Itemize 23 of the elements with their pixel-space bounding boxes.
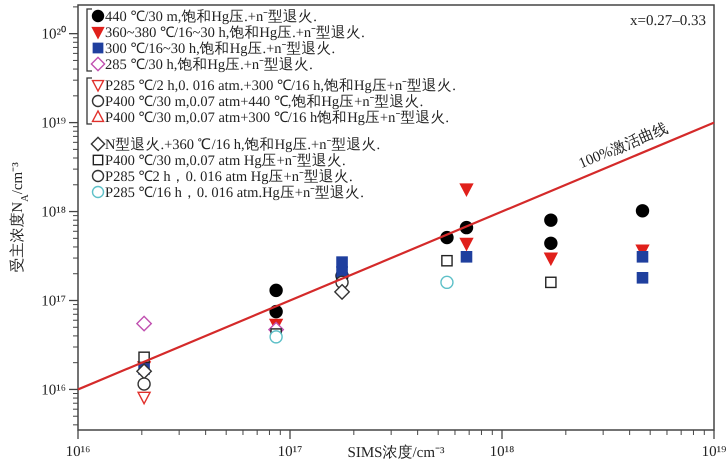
y-tick-label: 10¹⁸ <box>41 204 66 221</box>
x-tick-label: 10¹⁷ <box>278 444 302 460</box>
legend-label: N型退火.+360 ℃/16 h,饱和Hg压.+n⁻型退火. <box>105 136 380 153</box>
legend-label: 285 ℃/30 h,饱和Hg压.+n⁻型退火. <box>105 56 313 73</box>
legend-label: P400 ℃/30 m,0.07 atm+440 ℃,饱和Hg压+n⁻型退火. <box>105 93 424 110</box>
legend-label: P400 ℃/30 m,0.07 atm Hg压+n⁻型退火. <box>105 152 346 169</box>
annotation: 100%激活曲线 <box>576 120 670 172</box>
legend-label: 360~380 ℃/16~30 h,饱和Hg压.+n⁻型退火. <box>105 24 365 41</box>
legend-label: P285 ℃2 h，0. 016 atm Hg压+n⁻型退火. <box>105 168 353 185</box>
x-tick-label: 10¹⁶ <box>66 444 90 460</box>
x-tick-label: 10¹⁹ <box>702 444 726 460</box>
x-axis-title: SIMS浓度/cm⁻³ <box>347 444 445 461</box>
legend-label: P285 ℃/2 h,0. 016 atm.+300 ℃/16 h,饱和Hg压+n⁻型退火. <box>105 77 456 94</box>
y-tick-label: 10¹⁹ <box>41 116 66 132</box>
y-tick-label: 10¹⁷ <box>41 294 66 310</box>
legend-label: 300 ℃/16~30 h,饱和Hg压.+n⁻型退火. <box>105 40 336 57</box>
legend-label: 440 ℃/30 m,饱和Hg压.+n⁻型退火. <box>105 8 317 25</box>
legend-label: P400 ℃/30 m,0.07 atm+300 ℃/16 h饱和Hg压+n⁻型退火. <box>105 109 449 126</box>
y-tick-label: 10¹⁶ <box>41 382 66 398</box>
legend-label: P285 ℃/16 h，0. 016 atm.Hg压+n⁻型退火. <box>105 184 364 201</box>
annotation: x=0.27–0.33 <box>630 13 706 29</box>
x-tick-label: 10¹⁸ <box>490 444 514 460</box>
y-tick-label: 10²⁰ <box>42 26 66 43</box>
